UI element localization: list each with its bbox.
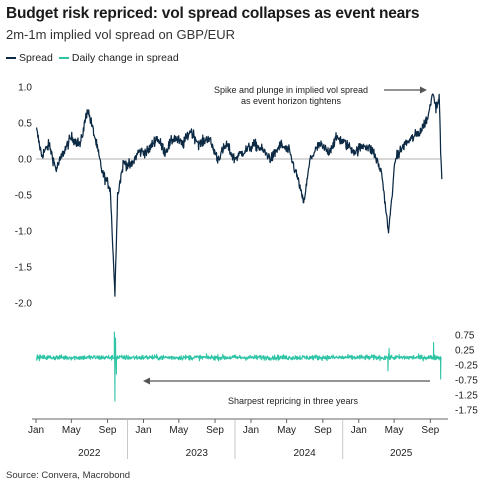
x-tick-label: Sep: [314, 425, 332, 436]
legend-item-spread: Spread: [6, 52, 53, 64]
y-tick-label-top: -1.5: [15, 263, 33, 274]
annotation-spike-text: Spike and plunge in implied vol spread as…: [214, 85, 368, 106]
x-tick-label: May: [385, 425, 404, 436]
x-tick-label: Jan: [28, 425, 44, 436]
annotation-repricing-arrowhead: [143, 377, 150, 385]
chart-title: Budget risk repriced: vol spread collaps…: [6, 5, 420, 22]
x-tick-label: Sep: [206, 425, 224, 436]
x-year-label: 2022: [78, 448, 101, 459]
chart-subtitle: 2m-1m implied vol spread on GBP/EUR: [6, 27, 236, 42]
y-tick-label-top: 0.0: [18, 155, 32, 166]
y-tick-label-top: -2.0: [15, 299, 33, 310]
legend-label-change: Daily change in spread: [71, 52, 179, 64]
y-tick-label-top: -0.5: [15, 191, 33, 202]
legend: Spread Daily change in spread: [6, 52, 185, 64]
annotation-spike-line2: as event horizon tightens: [241, 96, 342, 106]
x-year-label: 2024: [293, 448, 316, 459]
legend-swatch-change: [58, 57, 69, 59]
y-tick-label-bottom: -1.25: [455, 391, 478, 402]
x-tick-label: Sep: [421, 425, 439, 436]
y-tick-label-bottom: -1.75: [455, 406, 478, 417]
y-tick-label-top: 1.0: [18, 83, 32, 94]
x-year-label: 2025: [390, 448, 413, 459]
y-tick-label-top: 0.5: [18, 119, 32, 130]
x-tick-label: Jan: [243, 425, 259, 436]
y-tick-label-bottom: -0.75: [455, 376, 478, 387]
change-series-line: [36, 331, 443, 402]
legend-swatch-spread: [6, 57, 16, 59]
x-tick-label: May: [62, 425, 81, 436]
y-tick-label-bottom: 0.25: [455, 346, 475, 357]
source-note: Source: Convera, Macrobond: [6, 470, 131, 481]
x-tick-label: Sep: [99, 425, 117, 436]
y-tick-label-bottom: 0.75: [455, 331, 475, 342]
annotation-spike-arrowhead: [420, 86, 427, 94]
spread-series-line: [35, 93, 443, 297]
legend-item-change: Daily change in spread: [58, 52, 179, 64]
x-tick-label: Jan: [351, 425, 367, 436]
y-tick-label-bottom: -0.25: [455, 361, 478, 372]
x-tick-label: Jan: [135, 425, 151, 436]
legend-label-spread: Spread: [19, 52, 53, 64]
y-tick-label-top: -1.0: [15, 227, 33, 238]
x-tick-label: May: [169, 425, 188, 436]
annotation-repricing-text: Sharpest repricing in three years: [228, 396, 359, 406]
x-year-label: 2023: [186, 448, 209, 459]
annotation-spike-line1: Spike and plunge in implied vol spread: [214, 85, 368, 95]
x-tick-label: May: [277, 425, 296, 436]
